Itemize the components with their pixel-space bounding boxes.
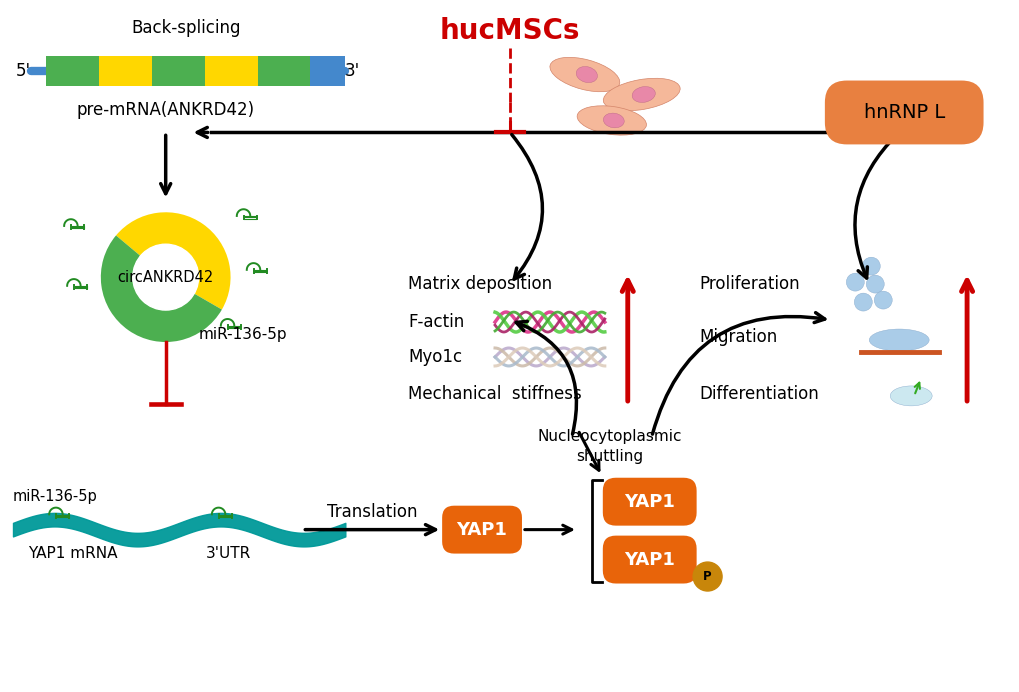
- Text: 3'UTR: 3'UTR: [206, 546, 251, 561]
- Text: P: P: [703, 570, 711, 583]
- Ellipse shape: [549, 57, 620, 92]
- Text: Myo1c: Myo1c: [408, 348, 462, 366]
- FancyBboxPatch shape: [99, 55, 152, 86]
- Text: YAP1: YAP1: [624, 493, 675, 511]
- FancyBboxPatch shape: [257, 55, 310, 86]
- Text: 5': 5': [15, 62, 31, 80]
- Circle shape: [693, 562, 721, 591]
- Text: F-actin: F-actin: [408, 313, 464, 331]
- Circle shape: [132, 244, 199, 310]
- Circle shape: [873, 291, 892, 309]
- Ellipse shape: [603, 113, 624, 128]
- FancyBboxPatch shape: [205, 55, 257, 86]
- Text: YAP1: YAP1: [457, 520, 507, 538]
- Wedge shape: [101, 235, 222, 342]
- FancyBboxPatch shape: [602, 477, 696, 526]
- Text: Proliferation: Proliferation: [699, 275, 800, 293]
- FancyBboxPatch shape: [824, 80, 982, 145]
- Ellipse shape: [868, 329, 928, 351]
- Text: Translation: Translation: [327, 502, 417, 520]
- Text: Matrix deposition: Matrix deposition: [408, 275, 551, 293]
- Text: Mechanical  stiffness: Mechanical stiffness: [408, 385, 582, 403]
- FancyBboxPatch shape: [152, 55, 205, 86]
- Text: shuttling: shuttling: [576, 449, 643, 464]
- Circle shape: [846, 273, 863, 291]
- Text: miR-136-5p: miR-136-5p: [199, 327, 287, 342]
- Text: Nucleocytoplasmic: Nucleocytoplasmic: [537, 429, 682, 444]
- Wedge shape: [116, 212, 230, 309]
- FancyBboxPatch shape: [441, 506, 522, 554]
- FancyBboxPatch shape: [602, 536, 696, 583]
- Text: YAP1: YAP1: [624, 551, 675, 569]
- Text: pre-mRNA(ANKRD42): pre-mRNA(ANKRD42): [76, 102, 255, 120]
- Ellipse shape: [632, 86, 654, 102]
- Text: Differentiation: Differentiation: [699, 385, 818, 403]
- Ellipse shape: [890, 386, 931, 406]
- FancyBboxPatch shape: [310, 55, 345, 86]
- Text: Migration: Migration: [699, 328, 777, 346]
- Ellipse shape: [602, 78, 680, 111]
- Circle shape: [854, 293, 871, 311]
- FancyBboxPatch shape: [46, 55, 99, 86]
- Text: hnRNP L: hnRNP L: [863, 103, 944, 122]
- Text: circANKRD42: circANKRD42: [117, 270, 214, 284]
- Text: 3': 3': [344, 62, 360, 80]
- Text: miR-136-5p: miR-136-5p: [13, 489, 98, 504]
- Ellipse shape: [577, 106, 646, 135]
- Ellipse shape: [576, 66, 597, 82]
- Text: Back-splicing: Back-splicing: [130, 19, 240, 37]
- Circle shape: [861, 257, 879, 275]
- Text: hucMSCs: hucMSCs: [439, 17, 580, 45]
- Circle shape: [865, 275, 883, 293]
- Text: YAP1 mRNA: YAP1 mRNA: [29, 546, 117, 561]
